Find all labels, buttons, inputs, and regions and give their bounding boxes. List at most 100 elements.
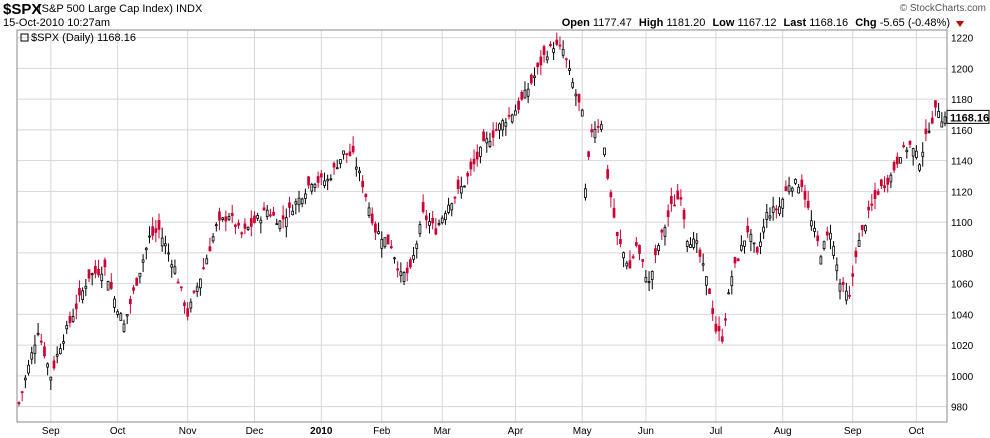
candle-down	[386, 234, 390, 245]
candle-up	[937, 110, 940, 118]
candle-up	[749, 233, 753, 242]
candle-down	[332, 163, 336, 168]
candle-up	[622, 252, 625, 259]
candle-up	[291, 210, 295, 216]
candle-down	[453, 196, 457, 199]
candle-down	[132, 287, 135, 291]
candle-up	[62, 341, 65, 344]
candle-down	[774, 208, 778, 211]
candle-down	[708, 288, 711, 295]
candle-up	[523, 89, 527, 99]
candle-up	[533, 75, 536, 79]
candle-up	[415, 243, 419, 249]
candle-down	[87, 269, 91, 279]
candle-down	[711, 308, 715, 314]
candle-up	[160, 237, 164, 247]
candle-up	[84, 285, 88, 289]
candle-up	[33, 344, 37, 354]
candle-down	[472, 158, 476, 165]
candle-down	[886, 177, 890, 185]
candle-up	[650, 271, 654, 280]
candle-up	[552, 48, 555, 53]
candle-down	[20, 391, 24, 394]
down-arrow-icon	[956, 21, 964, 27]
candle-up	[561, 48, 565, 56]
candle-down	[615, 231, 619, 236]
candle-up	[167, 252, 170, 255]
candle-up	[428, 221, 431, 226]
candle-down	[876, 191, 880, 195]
candle-down	[517, 100, 520, 110]
legend-series-label: $SPX (Daily) 1168.16	[31, 32, 136, 44]
candle-up	[835, 264, 839, 272]
candle-up	[450, 203, 454, 211]
candle-up	[787, 185, 791, 193]
candle-up	[284, 217, 288, 228]
candle-down	[507, 114, 511, 117]
candle-down	[870, 203, 874, 206]
high-label: High	[638, 17, 664, 29]
candle-up	[297, 197, 301, 206]
candle-up	[762, 226, 765, 233]
candle-up	[625, 262, 629, 267]
candle-up	[106, 281, 110, 291]
candle-up	[921, 151, 925, 157]
plot-frame	[16, 29, 948, 423]
last-value-box	[946, 109, 990, 124]
candle-up	[574, 93, 578, 97]
candle-up	[657, 245, 660, 251]
candle-down	[606, 169, 610, 179]
candle-up	[27, 364, 30, 374]
candle-up	[459, 186, 463, 194]
candle-up	[695, 240, 699, 244]
candle-down	[682, 209, 686, 220]
candle-up	[71, 316, 75, 322]
y-tick-label: 1020	[951, 341, 974, 352]
candle-down	[539, 56, 543, 66]
candle-up	[838, 283, 842, 292]
candle-up	[122, 323, 126, 333]
candle-down	[157, 219, 161, 230]
y-tick-label: 980	[951, 403, 968, 414]
candle-down	[784, 186, 788, 191]
candle-up	[444, 213, 447, 221]
x-tick-label: Jul	[709, 426, 722, 437]
candle-down	[74, 303, 78, 310]
candle-down	[43, 346, 46, 357]
candle-down	[202, 267, 205, 270]
candle-up	[313, 183, 317, 188]
candle-down	[469, 161, 473, 170]
candle-up	[326, 179, 330, 182]
brand-link[interactable]: © StockCharts.com	[899, 3, 986, 14]
candle-up	[358, 170, 361, 174]
candle-up	[113, 298, 116, 308]
x-tick-label: Feb	[373, 426, 391, 437]
candle-up	[685, 241, 689, 248]
low-label: Low	[712, 17, 735, 29]
candle-up	[927, 130, 931, 133]
candle-up	[100, 273, 104, 281]
x-tick-label: Sep	[42, 426, 60, 437]
candle-down	[374, 223, 377, 233]
candle-down	[854, 250, 858, 258]
candle-down	[676, 190, 680, 200]
candle-up	[36, 332, 40, 335]
candle-down	[806, 200, 810, 208]
candle-down	[409, 259, 412, 268]
candle-up	[265, 209, 269, 217]
candle-up	[246, 226, 250, 230]
y-tick-label: 1220	[951, 34, 974, 45]
candle-up	[46, 363, 49, 368]
candle-up	[294, 201, 298, 205]
chg-value: -5.65 (-0.48%)	[879, 17, 950, 29]
candle-down	[549, 43, 552, 47]
high-value: 1181.20	[666, 17, 706, 29]
y-tick-label: 1080	[951, 249, 974, 260]
candle-up	[418, 224, 422, 235]
candle-up	[943, 116, 947, 124]
candle-down	[883, 185, 886, 189]
candle-down	[396, 268, 400, 271]
candle-up	[809, 220, 813, 227]
x-tick-label: Dec	[246, 426, 264, 437]
